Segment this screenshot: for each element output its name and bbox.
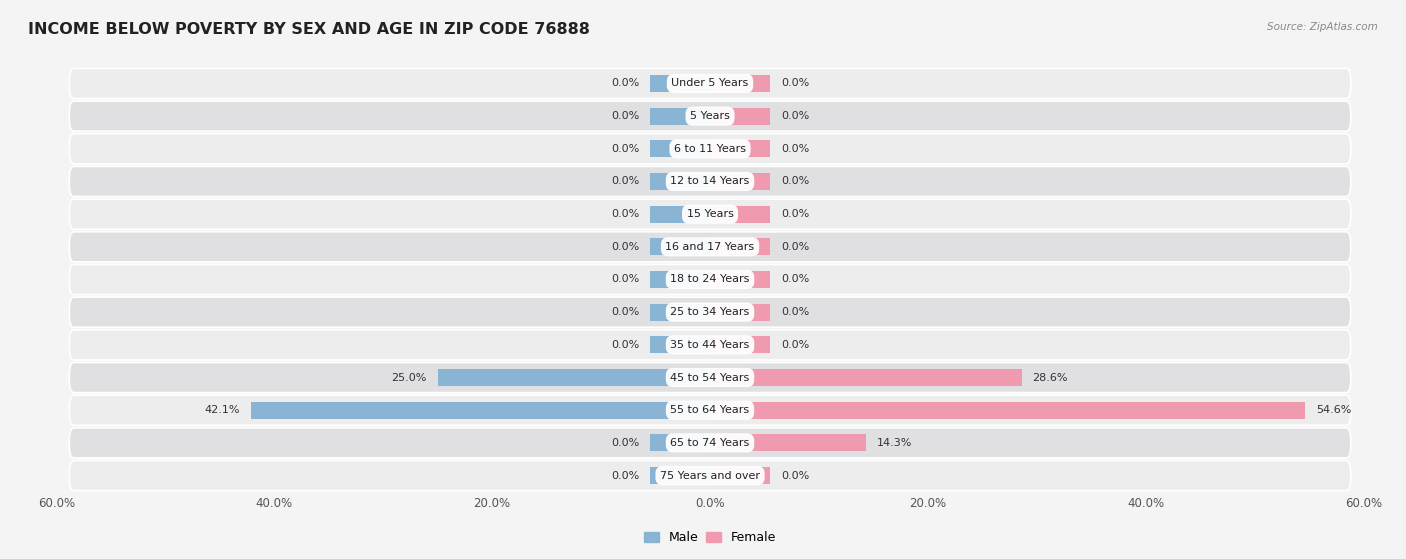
FancyBboxPatch shape [69,428,1351,458]
Bar [710,75,770,92]
Bar [650,75,710,92]
Text: 5 Years: 5 Years [690,111,730,121]
Text: INCOME BELOW POVERTY BY SEX AND AGE IN ZIP CODE 76888: INCOME BELOW POVERTY BY SEX AND AGE IN Z… [28,22,591,37]
Text: 0.0%: 0.0% [780,177,808,187]
Legend: Male, Female: Male, Female [638,527,782,549]
Bar [437,369,710,386]
FancyBboxPatch shape [69,362,1351,392]
Bar [710,467,770,484]
Text: 18 to 24 Years: 18 to 24 Years [671,274,749,285]
Text: 75 Years and over: 75 Years and over [659,471,761,481]
Bar [710,107,770,125]
Bar [710,173,770,190]
Text: 35 to 44 Years: 35 to 44 Years [671,340,749,350]
Text: 0.0%: 0.0% [612,307,640,317]
Bar [650,337,710,353]
Text: 0.0%: 0.0% [612,340,640,350]
FancyBboxPatch shape [69,68,1351,98]
Text: 0.0%: 0.0% [612,242,640,252]
Text: 0.0%: 0.0% [780,242,808,252]
Text: 0.0%: 0.0% [612,438,640,448]
Bar [650,140,710,157]
Text: 14.3%: 14.3% [877,438,912,448]
Bar [650,304,710,321]
Bar [650,271,710,288]
Text: 28.6%: 28.6% [1032,372,1069,382]
Bar [650,238,710,255]
FancyBboxPatch shape [69,199,1351,229]
Text: 6 to 11 Years: 6 to 11 Years [673,144,747,154]
Bar [252,402,710,419]
Bar [650,173,710,190]
Text: 16 and 17 Years: 16 and 17 Years [665,242,755,252]
Bar [710,369,1022,386]
Text: 0.0%: 0.0% [780,78,808,88]
Text: 25 to 34 Years: 25 to 34 Years [671,307,749,317]
Text: 0.0%: 0.0% [780,307,808,317]
Bar [710,271,770,288]
Text: 0.0%: 0.0% [780,144,808,154]
Bar [710,206,770,222]
FancyBboxPatch shape [69,167,1351,197]
Bar [650,434,710,452]
FancyBboxPatch shape [69,264,1351,295]
Bar [650,467,710,484]
Bar [650,107,710,125]
Text: 0.0%: 0.0% [780,340,808,350]
Text: 54.6%: 54.6% [1316,405,1351,415]
FancyBboxPatch shape [69,395,1351,425]
Text: 0.0%: 0.0% [780,209,808,219]
Text: 45 to 54 Years: 45 to 54 Years [671,372,749,382]
Text: 42.1%: 42.1% [205,405,240,415]
Text: 55 to 64 Years: 55 to 64 Years [671,405,749,415]
Text: 0.0%: 0.0% [612,209,640,219]
Text: 0.0%: 0.0% [612,274,640,285]
Bar [710,140,770,157]
Bar [710,304,770,321]
Bar [710,337,770,353]
Text: 25.0%: 25.0% [391,372,427,382]
FancyBboxPatch shape [69,297,1351,327]
Text: 0.0%: 0.0% [780,471,808,481]
Text: Under 5 Years: Under 5 Years [672,78,748,88]
Bar [710,238,770,255]
FancyBboxPatch shape [69,461,1351,491]
FancyBboxPatch shape [69,330,1351,360]
Text: 0.0%: 0.0% [612,471,640,481]
Text: 65 to 74 Years: 65 to 74 Years [671,438,749,448]
FancyBboxPatch shape [69,232,1351,262]
Bar [710,434,866,452]
Text: Source: ZipAtlas.com: Source: ZipAtlas.com [1267,22,1378,32]
Text: 0.0%: 0.0% [612,111,640,121]
Text: 0.0%: 0.0% [612,78,640,88]
Text: 0.0%: 0.0% [612,177,640,187]
FancyBboxPatch shape [69,134,1351,164]
Bar [710,402,1305,419]
Text: 0.0%: 0.0% [780,111,808,121]
Text: 15 Years: 15 Years [686,209,734,219]
FancyBboxPatch shape [69,101,1351,131]
Text: 12 to 14 Years: 12 to 14 Years [671,177,749,187]
Text: 0.0%: 0.0% [612,144,640,154]
Text: 0.0%: 0.0% [780,274,808,285]
Bar [650,206,710,222]
